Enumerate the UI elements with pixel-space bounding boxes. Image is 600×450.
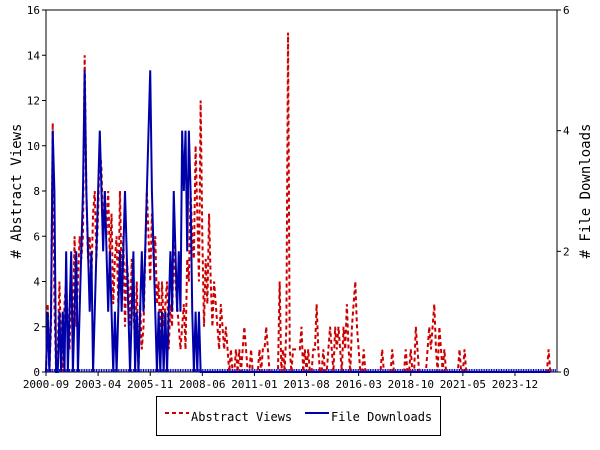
x-tick-label: 2023-12 — [492, 378, 538, 391]
y-left-tick-label: 8 — [33, 185, 40, 198]
y-right-tick-label: 0 — [563, 366, 570, 379]
y-right-tick-label: 2 — [563, 245, 570, 258]
legend-swatch-abstract-views — [165, 412, 189, 414]
x-tick-label: 2000-09 — [23, 378, 69, 391]
y-left-tick-label: 4 — [33, 276, 40, 289]
series-line-file-downloads — [45, 70, 551, 373]
y-left-tick-label: 14 — [27, 49, 41, 62]
x-tick-label: 2021-05 — [440, 378, 486, 391]
x-tick-label: 2016-03 — [335, 378, 381, 391]
legend-swatch-file-downloads — [305, 412, 329, 414]
plot-area — [45, 9, 558, 373]
x-tick-label: 2008-06 — [179, 378, 225, 391]
x-tick-label: 2011-01 — [231, 378, 277, 391]
legend-label-abstract-views: Abstract Views — [191, 410, 293, 424]
y-left-tick-label: 6 — [33, 230, 40, 243]
legend-label-file-downloads: File Downloads — [331, 410, 433, 424]
y-left-tick-label: 0 — [33, 366, 40, 379]
y-right-axis-label: # File Downloads — [578, 124, 594, 259]
y-left-axis: 0 2 4 6 8 10 12 14 16 — [27, 4, 46, 379]
y-right-tick-label: 6 — [563, 4, 570, 17]
x-tick-label: 2018-10 — [388, 378, 434, 391]
y-left-tick-label: 2 — [33, 321, 40, 334]
x-tick-label: 2003-04 — [75, 378, 122, 391]
legend: Abstract Views File Downloads — [156, 396, 441, 436]
y-left-tick-label: 16 — [27, 4, 40, 17]
y-left-tick-label: 12 — [27, 95, 40, 108]
x-tick-label: 2013-08 — [283, 378, 329, 391]
y-left-axis-label: # Abstract Views — [9, 124, 25, 259]
y-left-tick-label: 10 — [27, 140, 40, 153]
y-right-axis: 0 2 4 6 — [557, 4, 570, 379]
x-tick-label: 2005-11 — [127, 378, 173, 391]
y-right-tick-label: 4 — [563, 125, 570, 138]
series-layer — [45, 32, 552, 373]
